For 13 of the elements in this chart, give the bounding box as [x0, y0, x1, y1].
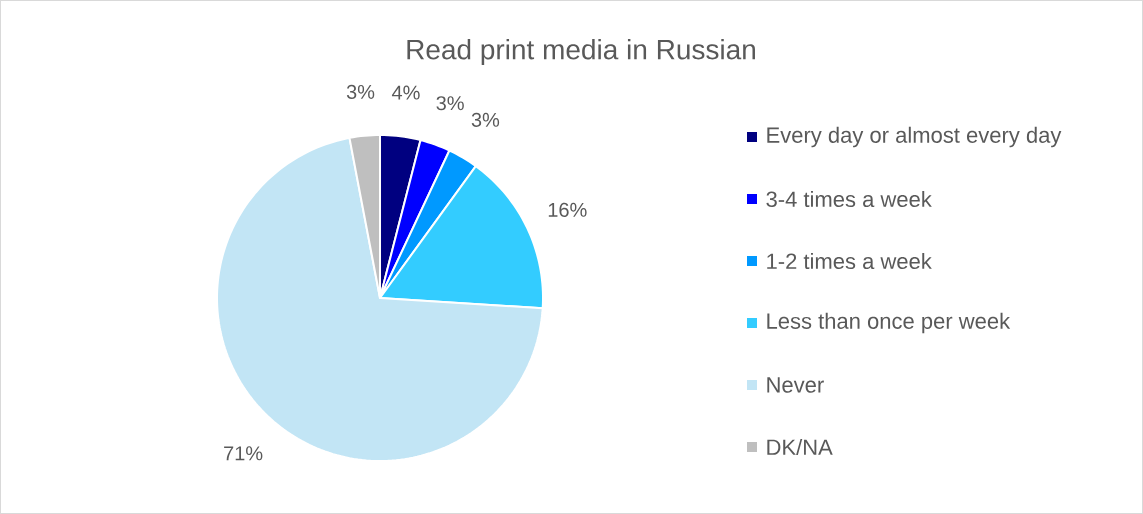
data-label: 4%: [391, 85, 420, 100]
legend-label: Less than once per week: [767, 312, 1011, 334]
legend-label: DK/NA: [767, 438, 833, 456]
chart-title: Read print media in Russian: [407, 38, 755, 66]
data-label: 71%: [224, 446, 263, 461]
legend-label: Never: [767, 377, 824, 393]
data-label: 3%: [346, 84, 375, 99]
data-label: 3%: [471, 112, 500, 127]
legend-label: 1-2 times a week: [767, 252, 932, 270]
legend-label: Every day or almost every day: [767, 126, 1062, 148]
data-label: 3%: [436, 96, 464, 111]
data-label: 16%: [548, 202, 587, 217]
legend-label: 3-4 times a week: [766, 190, 932, 208]
